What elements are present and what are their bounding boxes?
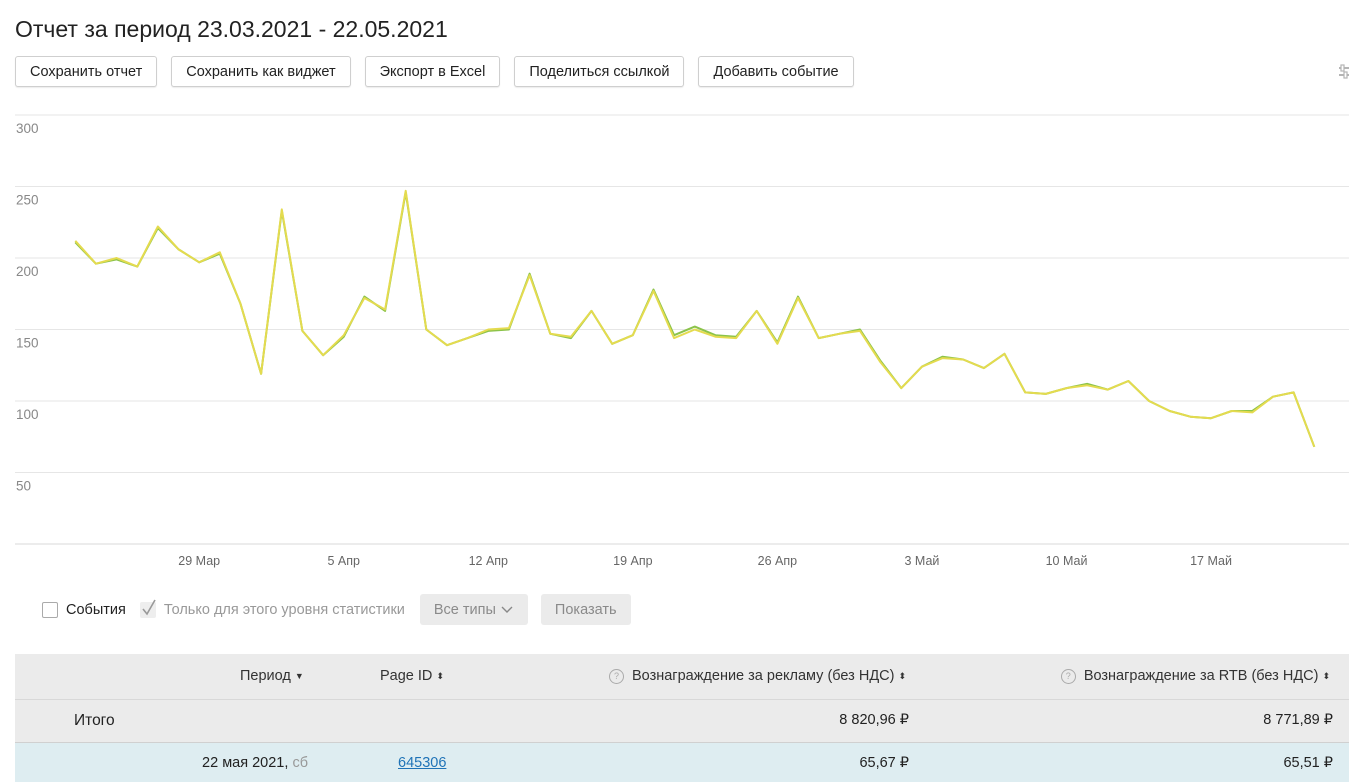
export-excel-button[interactable]: Экспорт в Excel: [364, 56, 501, 87]
x-tick-label: 29 Мар: [178, 554, 220, 568]
only-level-label: Только для этого уровня статистики: [163, 601, 405, 618]
x-tick-label: 5 Апр: [328, 554, 361, 568]
total-rtb-reward: 8 771,89 ₽: [1263, 712, 1333, 728]
save-report-button[interactable]: Сохранить отчет: [15, 56, 158, 87]
x-tick-label: 26 Апр: [758, 554, 797, 568]
all-types-dropdown[interactable]: Все типы: [419, 594, 528, 625]
help-icon[interactable]: ?: [609, 669, 625, 684]
x-tick-label: 19 Апр: [613, 554, 652, 568]
x-tick-label: 12 Апр: [469, 554, 508, 568]
rtb-reward-header-label: Вознаграждение за RTB (без НДС): [1083, 668, 1319, 684]
save-as-widget-button[interactable]: Сохранить как виджет: [171, 56, 351, 87]
y-tick-label: 150: [16, 336, 39, 351]
events-controls: События Только для этого уровня статисти…: [42, 594, 631, 625]
events-label: События: [66, 601, 126, 618]
total-row: Итого 8 820,96 ₽ 8 771,89 ₽: [15, 700, 1349, 743]
row-rtb-reward: 65,51 ₽: [1283, 755, 1333, 771]
events-checkbox[interactable]: [42, 601, 58, 618]
series-line-1: [74, 189, 1316, 448]
x-tick-label: 3 Май: [904, 554, 939, 568]
row-weekday: сб: [292, 755, 308, 771]
y-tick-label: 50: [16, 479, 31, 494]
ad-reward-header[interactable]: ? Вознаграждение за рекламу (без НДС) ⬍: [609, 668, 906, 684]
period-header[interactable]: Период ▼: [240, 668, 304, 684]
page-title: Отчет за период 23.03.2021 - 22.05.2021: [15, 16, 448, 42]
y-tick-label: 250: [16, 193, 39, 208]
x-tick-label: 17 Май: [1190, 554, 1232, 568]
show-button[interactable]: Показать: [540, 594, 631, 625]
column-settings-icon[interactable]: [1337, 62, 1349, 82]
series-line-0: [74, 191, 1316, 448]
rtb-reward-header[interactable]: ? Вознаграждение за RTB (без НДС) ⬍: [1060, 668, 1330, 684]
y-tick-label: 300: [16, 121, 39, 136]
add-event-button[interactable]: Добавить событие: [698, 56, 854, 87]
sort-icon: ⬍: [436, 671, 444, 681]
line-chart: 300 250 200 150 100 50 29 Мар 5 Апр 12 Апр 19 Апр…: [15, 114, 1349, 568]
row-date-text: 22 мая 2021,: [202, 755, 293, 771]
chevron-down-icon: [501, 606, 513, 613]
sort-icon: ⬍: [1322, 671, 1330, 681]
help-icon[interactable]: ?: [1060, 669, 1076, 684]
sort-desc-icon: ▼: [294, 671, 304, 681]
only-level-checkbox[interactable]: Только для этого уровня статистики: [139, 599, 405, 618]
y-tick-label: 200: [16, 264, 39, 279]
share-link-button[interactable]: Поделиться ссылкой: [514, 56, 685, 87]
ad-reward-header-label: Вознаграждение за рекламу (без НДС): [632, 668, 895, 684]
checkmark-icon: [139, 599, 156, 618]
table-row: 22 мая 2021, сб 645306 65,67 ₽ 65,51 ₽: [15, 743, 1349, 782]
total-ad-reward: 8 820,96 ₽: [839, 712, 909, 728]
page-id-header[interactable]: Page ID ⬍: [380, 668, 444, 684]
total-label: Итого: [74, 712, 115, 729]
row-ad-reward: 65,67 ₽: [859, 755, 909, 771]
period-header-label: Период: [240, 668, 291, 684]
page-id-link[interactable]: 645306: [398, 755, 447, 771]
row-date: 22 мая 2021, сб: [202, 755, 308, 771]
stats-table: Период ▼ Page ID ⬍ ? Вознаграждение за рекл…: [15, 654, 1349, 782]
all-types-label: Все типы: [433, 601, 496, 618]
sort-icon: ⬍: [898, 671, 906, 681]
table-header: Период ▼ Page ID ⬍ ? Вознаграждение за рекл…: [15, 654, 1349, 700]
toolbar: Сохранить отчет Сохранить как виджет Экс…: [15, 56, 854, 87]
x-tick-label: 10 Май: [1046, 554, 1088, 568]
page-id-header-label: Page ID: [380, 668, 433, 684]
y-tick-label: 100: [16, 407, 39, 422]
